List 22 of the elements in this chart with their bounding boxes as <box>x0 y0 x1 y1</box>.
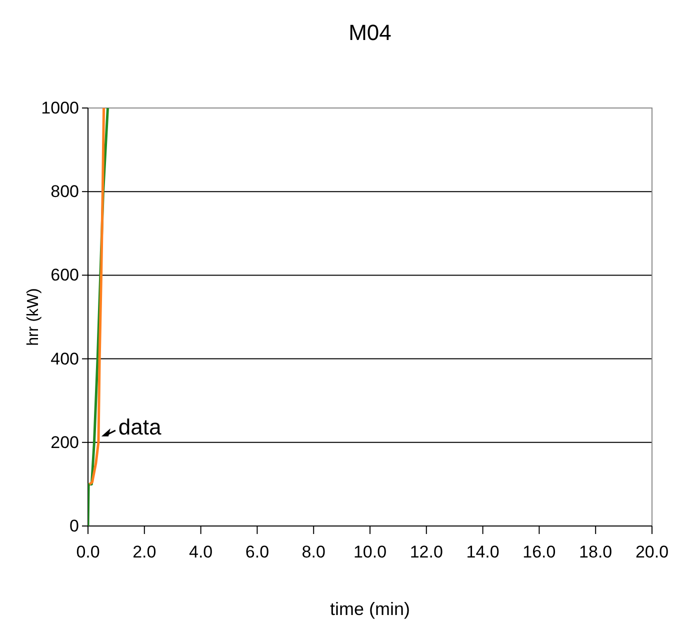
x-tick-label: 8.0 <box>302 542 326 562</box>
x-tick-label: 14.0 <box>466 542 500 562</box>
y-tick-label: 800 <box>50 182 79 202</box>
x-tick-label: 18.0 <box>579 542 612 562</box>
x-axis-title: time (min) <box>330 599 410 619</box>
series-label: data <box>118 414 162 440</box>
y-tick-label: 0 <box>70 516 79 536</box>
x-tick-label: 0.0 <box>76 542 100 562</box>
y-tick-label: 200 <box>50 432 79 452</box>
chart-title: M04 <box>348 20 392 45</box>
x-tick-label: 6.0 <box>245 542 270 562</box>
x-tick-label: 12.0 <box>410 542 443 562</box>
y-tick-label: 600 <box>50 266 79 285</box>
y-tick-label: 400 <box>50 349 79 368</box>
x-tick-label: 16.0 <box>522 542 556 562</box>
y-axis-title: hrr (kW) <box>25 288 42 346</box>
x-tick-label: 4.0 <box>188 542 213 562</box>
x-tick-label: 20.0 <box>635 542 669 562</box>
x-tick-label: 2.0 <box>132 542 156 562</box>
line-series <box>88 106 106 486</box>
y-tick-label: 1000 <box>41 98 79 118</box>
x-tick-label: 10.0 <box>353 542 387 562</box>
